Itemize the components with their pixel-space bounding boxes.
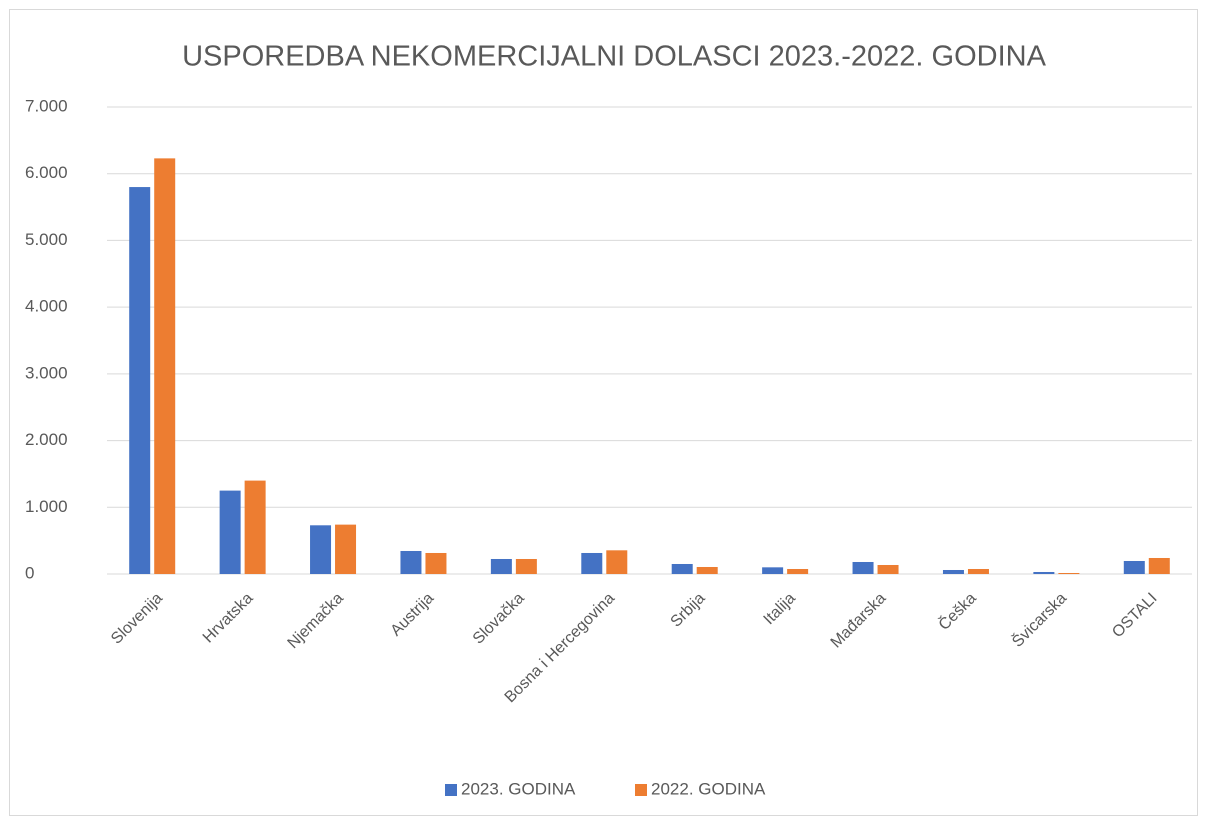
legend-label: 2022. GODINA [651,779,766,798]
bar [581,552,603,574]
bar [425,552,447,574]
bar [1148,557,1170,574]
bar [1033,571,1055,574]
bar [671,563,693,574]
legend-swatch [635,784,647,796]
bar [967,568,989,574]
y-tick-label: 1.000 [25,497,68,516]
chart-border [9,9,1198,816]
y-tick-label: 7.000 [25,96,68,115]
bar [219,490,241,574]
bar [490,558,512,574]
bar [515,558,537,574]
bar [852,561,874,574]
bar [1058,572,1080,574]
y-tick-label: 2.000 [25,430,68,449]
y-tick-label: 3.000 [25,363,68,382]
legend-swatch [445,784,457,796]
bar [335,524,357,574]
bar [696,566,718,574]
bar [877,564,899,574]
bar [244,480,266,574]
bar [942,569,964,574]
y-tick-label: 0 [25,563,34,582]
chart-title: USPOREDBA NEKOMERCIJALNI DOLASCI 2023.-2… [182,41,1046,73]
bar [310,525,332,574]
bar [606,550,628,574]
bar [1123,560,1145,574]
bar [154,158,176,574]
bar [787,568,809,574]
bar [129,187,151,575]
bar [400,550,422,574]
y-tick-label: 5.000 [25,230,68,249]
legend-label: 2023. GODINA [461,779,576,798]
y-tick-label: 6.000 [25,163,68,182]
y-tick-label: 4.000 [25,297,68,316]
bar [762,567,784,574]
